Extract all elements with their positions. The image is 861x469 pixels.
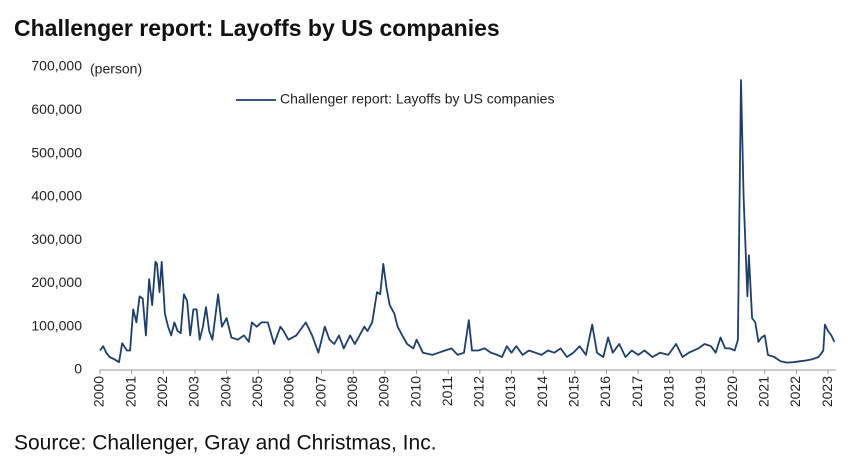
series-line (99, 79, 836, 364)
y-tick-label: 100,000 (31, 317, 82, 333)
source: Source: Challenger, Gray and Christmas, … (14, 432, 437, 455)
x-tick-label: 2021 (755, 376, 771, 407)
x-tick-label: 2020 (724, 376, 740, 407)
y-tick-label: 400,000 (31, 188, 82, 204)
x-tick-label: 2014 (534, 376, 550, 407)
x-tick-label: 2005 (249, 376, 265, 407)
x-tick-label: 2015 (566, 376, 582, 407)
x-tick-label: 2006 (281, 376, 297, 407)
x-tick-label: 2004 (217, 376, 233, 407)
x-tick-label: 2010 (407, 376, 423, 407)
x-tick-label: 2003 (186, 376, 202, 407)
legend-label: Challenger report: Layoffs by US compani… (280, 91, 554, 107)
y-unit: (person) (90, 61, 142, 77)
x-tick-label: 2011 (439, 376, 455, 406)
x-tick-label: 2022 (787, 376, 803, 407)
x-tick-label: 2017 (629, 376, 645, 407)
x-tick-label: 2007 (312, 376, 328, 407)
x-tick-label: 2018 (661, 376, 677, 407)
x-tick-label: 2008 (344, 376, 360, 407)
y-tick-label: 500,000 (31, 144, 82, 160)
x-tick-label: 2019 (692, 376, 708, 407)
x-tick-label: 2009 (376, 376, 392, 407)
y-tick-label: 700,000 (31, 58, 82, 74)
chart-title: Challenger report: Layoffs by US compani… (14, 15, 500, 41)
x-tick-label: 2012 (471, 376, 487, 407)
y-tick-label: 600,000 (31, 101, 82, 117)
x-tick-label: 2016 (597, 376, 613, 407)
x-tick-label: 2023 (819, 376, 835, 407)
x-tick-label: 2001 (122, 376, 138, 407)
y-tick-label: 300,000 (31, 231, 82, 247)
x-tick-label: 2013 (502, 376, 518, 407)
x-tick-label: 2000 (91, 376, 107, 407)
x-tick-label: 2002 (154, 376, 170, 407)
y-tick-label: 0 (74, 361, 82, 377)
y-tick-label: 200,000 (31, 274, 82, 290)
